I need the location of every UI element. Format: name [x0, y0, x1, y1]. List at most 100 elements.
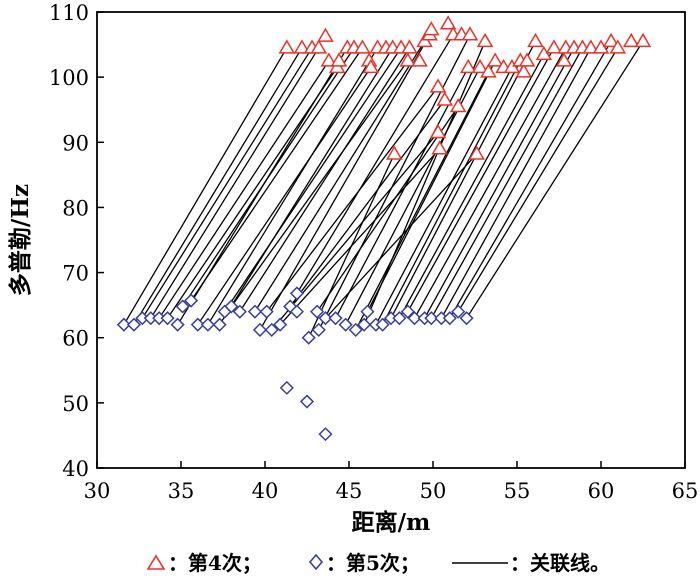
- series-4-point: [320, 52, 338, 67]
- series-4-point: [602, 32, 620, 48]
- y-axis: 40 50 60 70 80 90 100 110: [49, 1, 104, 481]
- link-line: [375, 67, 513, 325]
- series-4-point: [362, 58, 380, 74]
- series-5-point: [318, 427, 333, 442]
- series-5-point: [232, 304, 247, 319]
- link-line: [366, 60, 496, 312]
- series-4-point: [622, 32, 640, 48]
- link-line: [219, 47, 394, 326]
- y-axis-title: 多普勒/Hz: [7, 184, 34, 296]
- series-4-point: [293, 39, 311, 54]
- series-5-point: [279, 380, 294, 395]
- series-4-point: [399, 52, 417, 67]
- link-line: [224, 47, 402, 313]
- series-5-point: [318, 311, 333, 326]
- series-4-point: [317, 27, 334, 42]
- x-tick-label: 65: [672, 479, 699, 503]
- series-5-point: [126, 317, 142, 332]
- series-5-point: [357, 317, 372, 332]
- x-tick-label: 60: [588, 479, 615, 503]
- series-4-point: [471, 58, 489, 74]
- series-5-point: [184, 293, 199, 308]
- link-line: [390, 41, 537, 319]
- y-tick-label: 80: [62, 196, 89, 220]
- link-line: [167, 67, 338, 319]
- link-line: [190, 47, 363, 301]
- x-tick-label: 40: [252, 479, 279, 503]
- link-line: [266, 86, 439, 313]
- x-axis-title: 距离/m: [352, 509, 431, 536]
- series-5-point: [442, 311, 457, 326]
- series-4-point: [480, 63, 497, 78]
- y-tick-label: 70: [62, 262, 89, 286]
- series-5-point: [259, 304, 274, 319]
- series-5-point: [348, 322, 363, 337]
- link-line: [296, 34, 454, 294]
- series-5-point: [338, 317, 353, 332]
- series-5-point: [200, 317, 215, 332]
- legend-diamond-marker: [308, 553, 324, 571]
- link-line: [197, 67, 372, 326]
- link-line: [318, 34, 471, 331]
- link-line: [182, 47, 355, 307]
- legend: ：第4次； ：第5次； ：关联线。: [146, 551, 610, 575]
- link-line: [355, 71, 490, 331]
- series-5-point: [407, 311, 422, 326]
- series-5-markers: [116, 286, 474, 442]
- series-5-point: [375, 317, 390, 332]
- legend-label-series5: ：第5次；: [326, 551, 420, 575]
- link-line: [123, 47, 288, 326]
- link-lines: [123, 34, 644, 338]
- link-line: [141, 47, 313, 319]
- link-line: [457, 47, 619, 312]
- series-4-point: [555, 52, 573, 67]
- y-tick-label: 60: [62, 327, 89, 351]
- series-4-point: [582, 39, 600, 54]
- link-line: [466, 40, 644, 319]
- plot-frame: [96, 11, 686, 469]
- series-4-point: [609, 39, 627, 54]
- x-tick-label: 35: [168, 479, 195, 503]
- x-axis: 30 35 40 45 50 55 60 65: [84, 461, 699, 503]
- link-line: [316, 106, 459, 313]
- series-4-point: [411, 52, 428, 67]
- y-tick-label: 40: [62, 457, 89, 481]
- series-4-point: [278, 39, 296, 54]
- series-4-point: [386, 145, 403, 160]
- x-tick-label: 30: [84, 479, 111, 503]
- link-line: [239, 47, 411, 313]
- series-5-point: [311, 322, 326, 337]
- series-4-point: [634, 32, 652, 48]
- series-5-point: [459, 311, 474, 326]
- link-line: [308, 153, 395, 338]
- series-5-point: [224, 299, 239, 314]
- series-5-point: [400, 304, 415, 319]
- series-4-point: [401, 39, 418, 54]
- series-5-point: [424, 311, 439, 326]
- series-4-point: [459, 58, 477, 74]
- series-4-point: [429, 78, 447, 93]
- link-line: [424, 47, 575, 319]
- series-5-point: [301, 330, 316, 345]
- x-tick-label: 45: [336, 479, 363, 503]
- series-4-markers: [278, 15, 652, 160]
- link-line: [133, 47, 303, 326]
- series-5-point: [328, 311, 343, 326]
- series-5-point: [247, 304, 262, 319]
- series-4-point: [518, 52, 536, 67]
- series-4-point: [330, 52, 348, 67]
- y-tick-label: 110: [49, 1, 89, 25]
- series-5-point: [116, 317, 131, 332]
- series-4-point: [429, 124, 447, 139]
- series-4-point: [527, 32, 544, 48]
- legend-triangle-marker: [146, 554, 166, 570]
- series-4-point: [476, 32, 494, 48]
- series-5-point: [392, 311, 407, 326]
- x-tick-label: 55: [504, 479, 531, 503]
- link-line: [398, 54, 545, 319]
- series-5-point: [289, 304, 304, 319]
- series-4-point: [431, 140, 449, 155]
- link-line: [271, 132, 439, 331]
- series-4-point: [423, 21, 440, 36]
- series-5-point: [299, 394, 315, 409]
